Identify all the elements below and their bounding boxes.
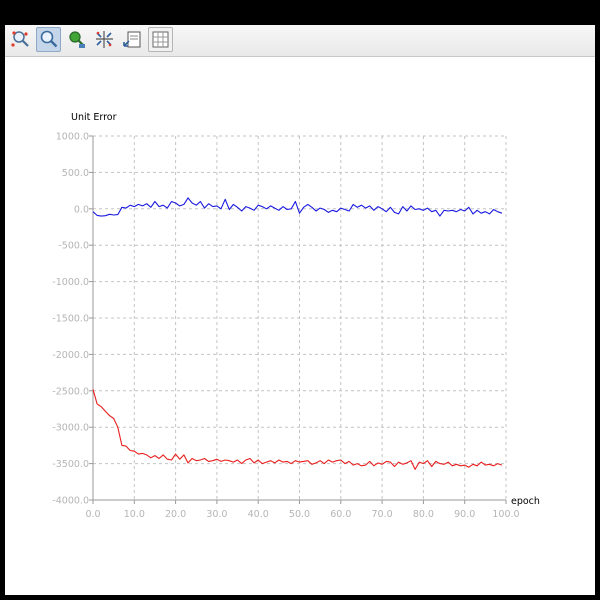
- x-tick-label: 60.0: [330, 509, 351, 520]
- x-tick-label: 70.0: [372, 509, 393, 520]
- y-tick-label: -3000.0: [52, 423, 89, 434]
- line-chart[interactable]: 0.0 10.0 20.0 30.0 40.0 50.0 60.0 70.0 80.0 90.0 1…: [5, 57, 595, 595]
- y-tick-label: -2000.0: [52, 350, 89, 361]
- x-tick-label: 80.0: [413, 509, 434, 520]
- scale-button[interactable]: [120, 27, 145, 52]
- zoom-icon: [40, 30, 58, 48]
- series-line-0: [92, 197, 503, 217]
- x-tick-label: 100.0: [492, 509, 519, 520]
- grid-toggle-button[interactable]: [148, 27, 173, 52]
- y-tick-label: -2500.0: [52, 386, 89, 397]
- x-tick-label: 90.0: [454, 509, 475, 520]
- grid-icon: [152, 31, 169, 48]
- chart-window: 0.0 10.0 20.0 30.0 40.0 50.0 60.0 70.0 80.0 90.0 1…: [5, 25, 595, 595]
- chart-series: [92, 197, 503, 470]
- series-line-1: [92, 389, 503, 470]
- x-axis-title: epoch: [511, 496, 540, 507]
- x-tick-label: 20.0: [165, 509, 186, 520]
- x-tick-label: 50.0: [289, 509, 310, 520]
- x-tick-label: 40.0: [248, 509, 269, 520]
- autofit-button[interactable]: [92, 27, 117, 52]
- y-tick-label: 1000.0: [56, 132, 89, 143]
- zoom-region-icon: [11, 31, 29, 47]
- chart-axes: 0.0 10.0 20.0 30.0 40.0 50.0 60.0 70.0 80.0 90.0 1…: [52, 132, 519, 521]
- y-tick-label: 500.0: [62, 168, 89, 179]
- zoom-region-button[interactable]: [8, 27, 33, 52]
- x-tick-label: 0.0: [85, 509, 100, 520]
- zoom-button[interactable]: [36, 27, 61, 52]
- pan-button[interactable]: [64, 27, 89, 52]
- chart-area[interactable]: 0.0 10.0 20.0 30.0 40.0 50.0 60.0 70.0 80.0 90.0 1…: [5, 57, 595, 595]
- y-tick-label: -1500.0: [52, 314, 89, 325]
- autofit-icon: [96, 31, 113, 48]
- x-tick-label: 10.0: [124, 509, 145, 520]
- y-tick-label: 0.0: [74, 204, 89, 215]
- y-axis-title: Unit Error: [71, 112, 117, 123]
- y-tick-label: -3500.0: [52, 459, 89, 470]
- chart-grid: [93, 135, 507, 500]
- y-tick-label: -4000.0: [52, 496, 89, 507]
- x-tick-label: 30.0: [206, 509, 227, 520]
- y-tick-label: -500.0: [58, 241, 89, 252]
- chart-toolbar: [5, 25, 595, 57]
- scale-icon: [123, 31, 141, 48]
- pan-icon: [69, 31, 85, 48]
- y-tick-label: -1000.0: [52, 277, 89, 288]
